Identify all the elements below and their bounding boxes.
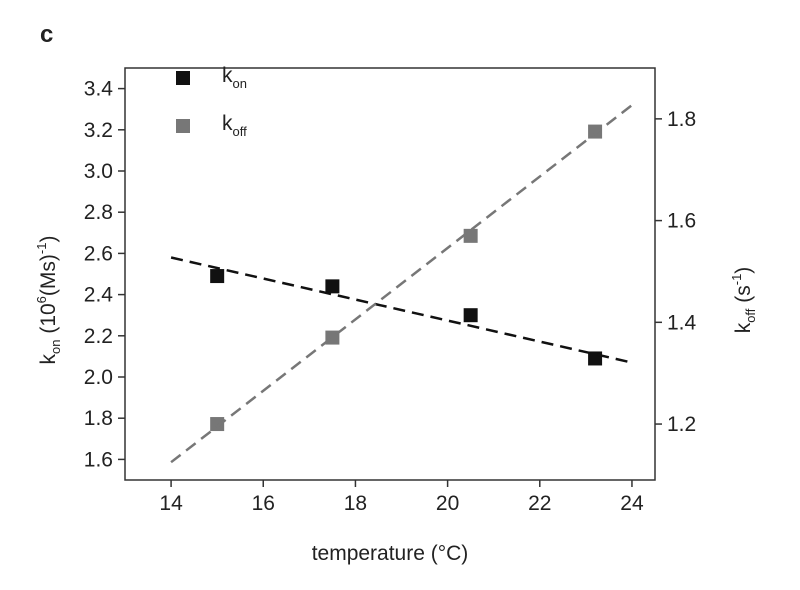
x-axis-label: temperature (°C) <box>312 542 469 565</box>
y-tick-label: 1.8 <box>84 407 113 430</box>
y2-label-part: (s <box>732 285 755 308</box>
y2-label-part: off <box>743 308 758 323</box>
point <box>463 228 478 243</box>
y-label-part: k <box>37 353 60 364</box>
panel-label: c <box>40 21 53 48</box>
legend-label: kon <box>222 64 247 91</box>
y-tick-label: 3.4 <box>84 78 114 101</box>
y-tick-label: 1.6 <box>84 448 113 471</box>
fit-line <box>170 104 633 464</box>
legend-subscript: on <box>233 76 247 91</box>
y-tick-label: 2.0 <box>84 366 113 389</box>
y-label-part: (10 <box>37 303 60 339</box>
legend-marker <box>176 71 190 85</box>
y2-tick-label: 1.4 <box>667 311 697 334</box>
point <box>463 308 478 323</box>
legend-name: k <box>222 64 233 87</box>
y2-tick-label: 1.2 <box>667 413 696 436</box>
y-tick-label: 2.4 <box>84 284 114 307</box>
x-tick-label: 22 <box>528 492 551 515</box>
x-tick-label: 14 <box>159 492 183 515</box>
y-label-part: on <box>48 340 63 354</box>
x-tick-label: 24 <box>620 492 644 515</box>
y-label-part: (Ms) <box>37 254 60 296</box>
legend-subscript: off <box>233 124 248 139</box>
y-tick-label: 2.2 <box>84 325 113 348</box>
x-tick-label: 16 <box>252 492 275 515</box>
y2-label-part: -1 <box>729 274 744 286</box>
y-label-part: -1 <box>34 243 49 255</box>
y-axis-label: kon (106(Ms)-1) <box>34 236 63 365</box>
y-tick-label: 3.2 <box>84 119 113 142</box>
point <box>210 269 225 284</box>
x-tick-label: 18 <box>344 492 367 515</box>
legend-name: k <box>222 112 233 135</box>
y2-label-part: k <box>732 322 755 333</box>
y2-label-part: ) <box>732 267 755 274</box>
y2-tick-label: 1.6 <box>667 210 696 233</box>
legend-label: koff <box>222 112 247 139</box>
y2-tick-label: 1.8 <box>667 108 696 131</box>
x-tick-label: 20 <box>436 492 459 515</box>
point <box>325 279 340 294</box>
plot-frame <box>124 67 656 481</box>
y-tick-label: 3.0 <box>84 160 113 183</box>
y-tick-label: 2.6 <box>84 242 113 265</box>
legend-marker <box>176 119 190 133</box>
point <box>210 417 225 432</box>
y2-axis-label: koff (s-1) <box>729 267 758 334</box>
y-tick-label: 2.8 <box>84 201 113 224</box>
fit-line <box>170 256 633 364</box>
point <box>588 124 603 139</box>
y-label-part: 6 <box>34 296 49 303</box>
y-label-part: ) <box>37 236 60 243</box>
